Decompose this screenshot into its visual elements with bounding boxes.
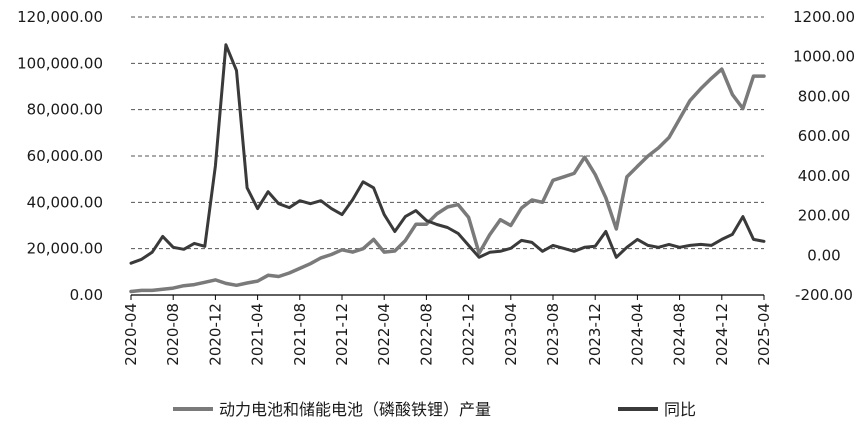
- right-y-tick-label: -200.00: [795, 286, 853, 304]
- x-tick-label: 2020-04: [122, 303, 140, 366]
- x-tick-label: 2024-04: [628, 303, 646, 366]
- x-tick-label: 2021-12: [333, 303, 351, 366]
- legend-label-production: 动力电池和储能电池（磷酸铁锂）产量: [219, 400, 491, 419]
- x-tick-label: 2023-04: [502, 303, 520, 366]
- x-tick-label: 2022-08: [417, 303, 435, 366]
- left-y-tick-label: 20,000.00: [27, 240, 103, 258]
- x-tick-label: 2020-08: [164, 303, 182, 366]
- x-tick-label: 2022-12: [460, 303, 478, 366]
- right-y-tick-label: 600.00: [798, 127, 851, 145]
- right-y-tick-label: 0.00: [807, 246, 840, 264]
- right-y-axis-labels: -200.00 0.00 200.00 400.00 600.00 800.00 1000.…: [793, 8, 855, 304]
- x-tick-label: 2023-12: [586, 303, 604, 366]
- left-y-tick-label: 100,000.00: [17, 54, 103, 72]
- x-tick-label: 2021-04: [249, 303, 267, 366]
- x-tick-label: 2020-12: [206, 303, 224, 366]
- right-y-tick-label: 1000.00: [793, 48, 855, 66]
- right-y-tick-label: 800.00: [798, 87, 851, 105]
- series-line-yoy: [129, 43, 766, 265]
- left-y-tick-label: 60,000.00: [27, 147, 103, 165]
- legend: 动力电池和储能电池（磷酸铁锂）产量 同比: [173, 400, 696, 419]
- left-y-tick-label: 40,000.00: [27, 193, 103, 211]
- right-y-tick-label: 200.00: [798, 207, 851, 225]
- series-line-production: [129, 67, 766, 294]
- x-tick-label: 2022-04: [375, 303, 393, 366]
- series-lines: [129, 43, 766, 294]
- x-tick-label: 2024-08: [671, 303, 689, 366]
- x-tick-label: 2021-08: [291, 303, 309, 366]
- left-y-tick-label: 120,000.00: [17, 8, 103, 26]
- x-axis-labels: 2020-04 2020-08 2020-12 2021-04 2021-08 2021-…: [122, 303, 773, 366]
- legend-label-yoy: 同比: [664, 400, 696, 419]
- x-tick-label: 2023-08: [544, 303, 562, 366]
- x-tick-label: 2025-04: [755, 303, 773, 366]
- right-y-tick-label: 400.00: [798, 167, 851, 185]
- x-axis-ticks: [130, 295, 765, 300]
- left-y-axis-labels: 0.00 20,000.00 40,000.00 60,000.00 80,000.00…: [17, 8, 103, 304]
- x-tick-label: 2024-12: [713, 303, 731, 366]
- right-y-tick-label: 1200.00: [793, 8, 855, 26]
- left-y-tick-label: 0.00: [70, 286, 103, 304]
- left-y-tick-label: 80,000.00: [27, 101, 103, 119]
